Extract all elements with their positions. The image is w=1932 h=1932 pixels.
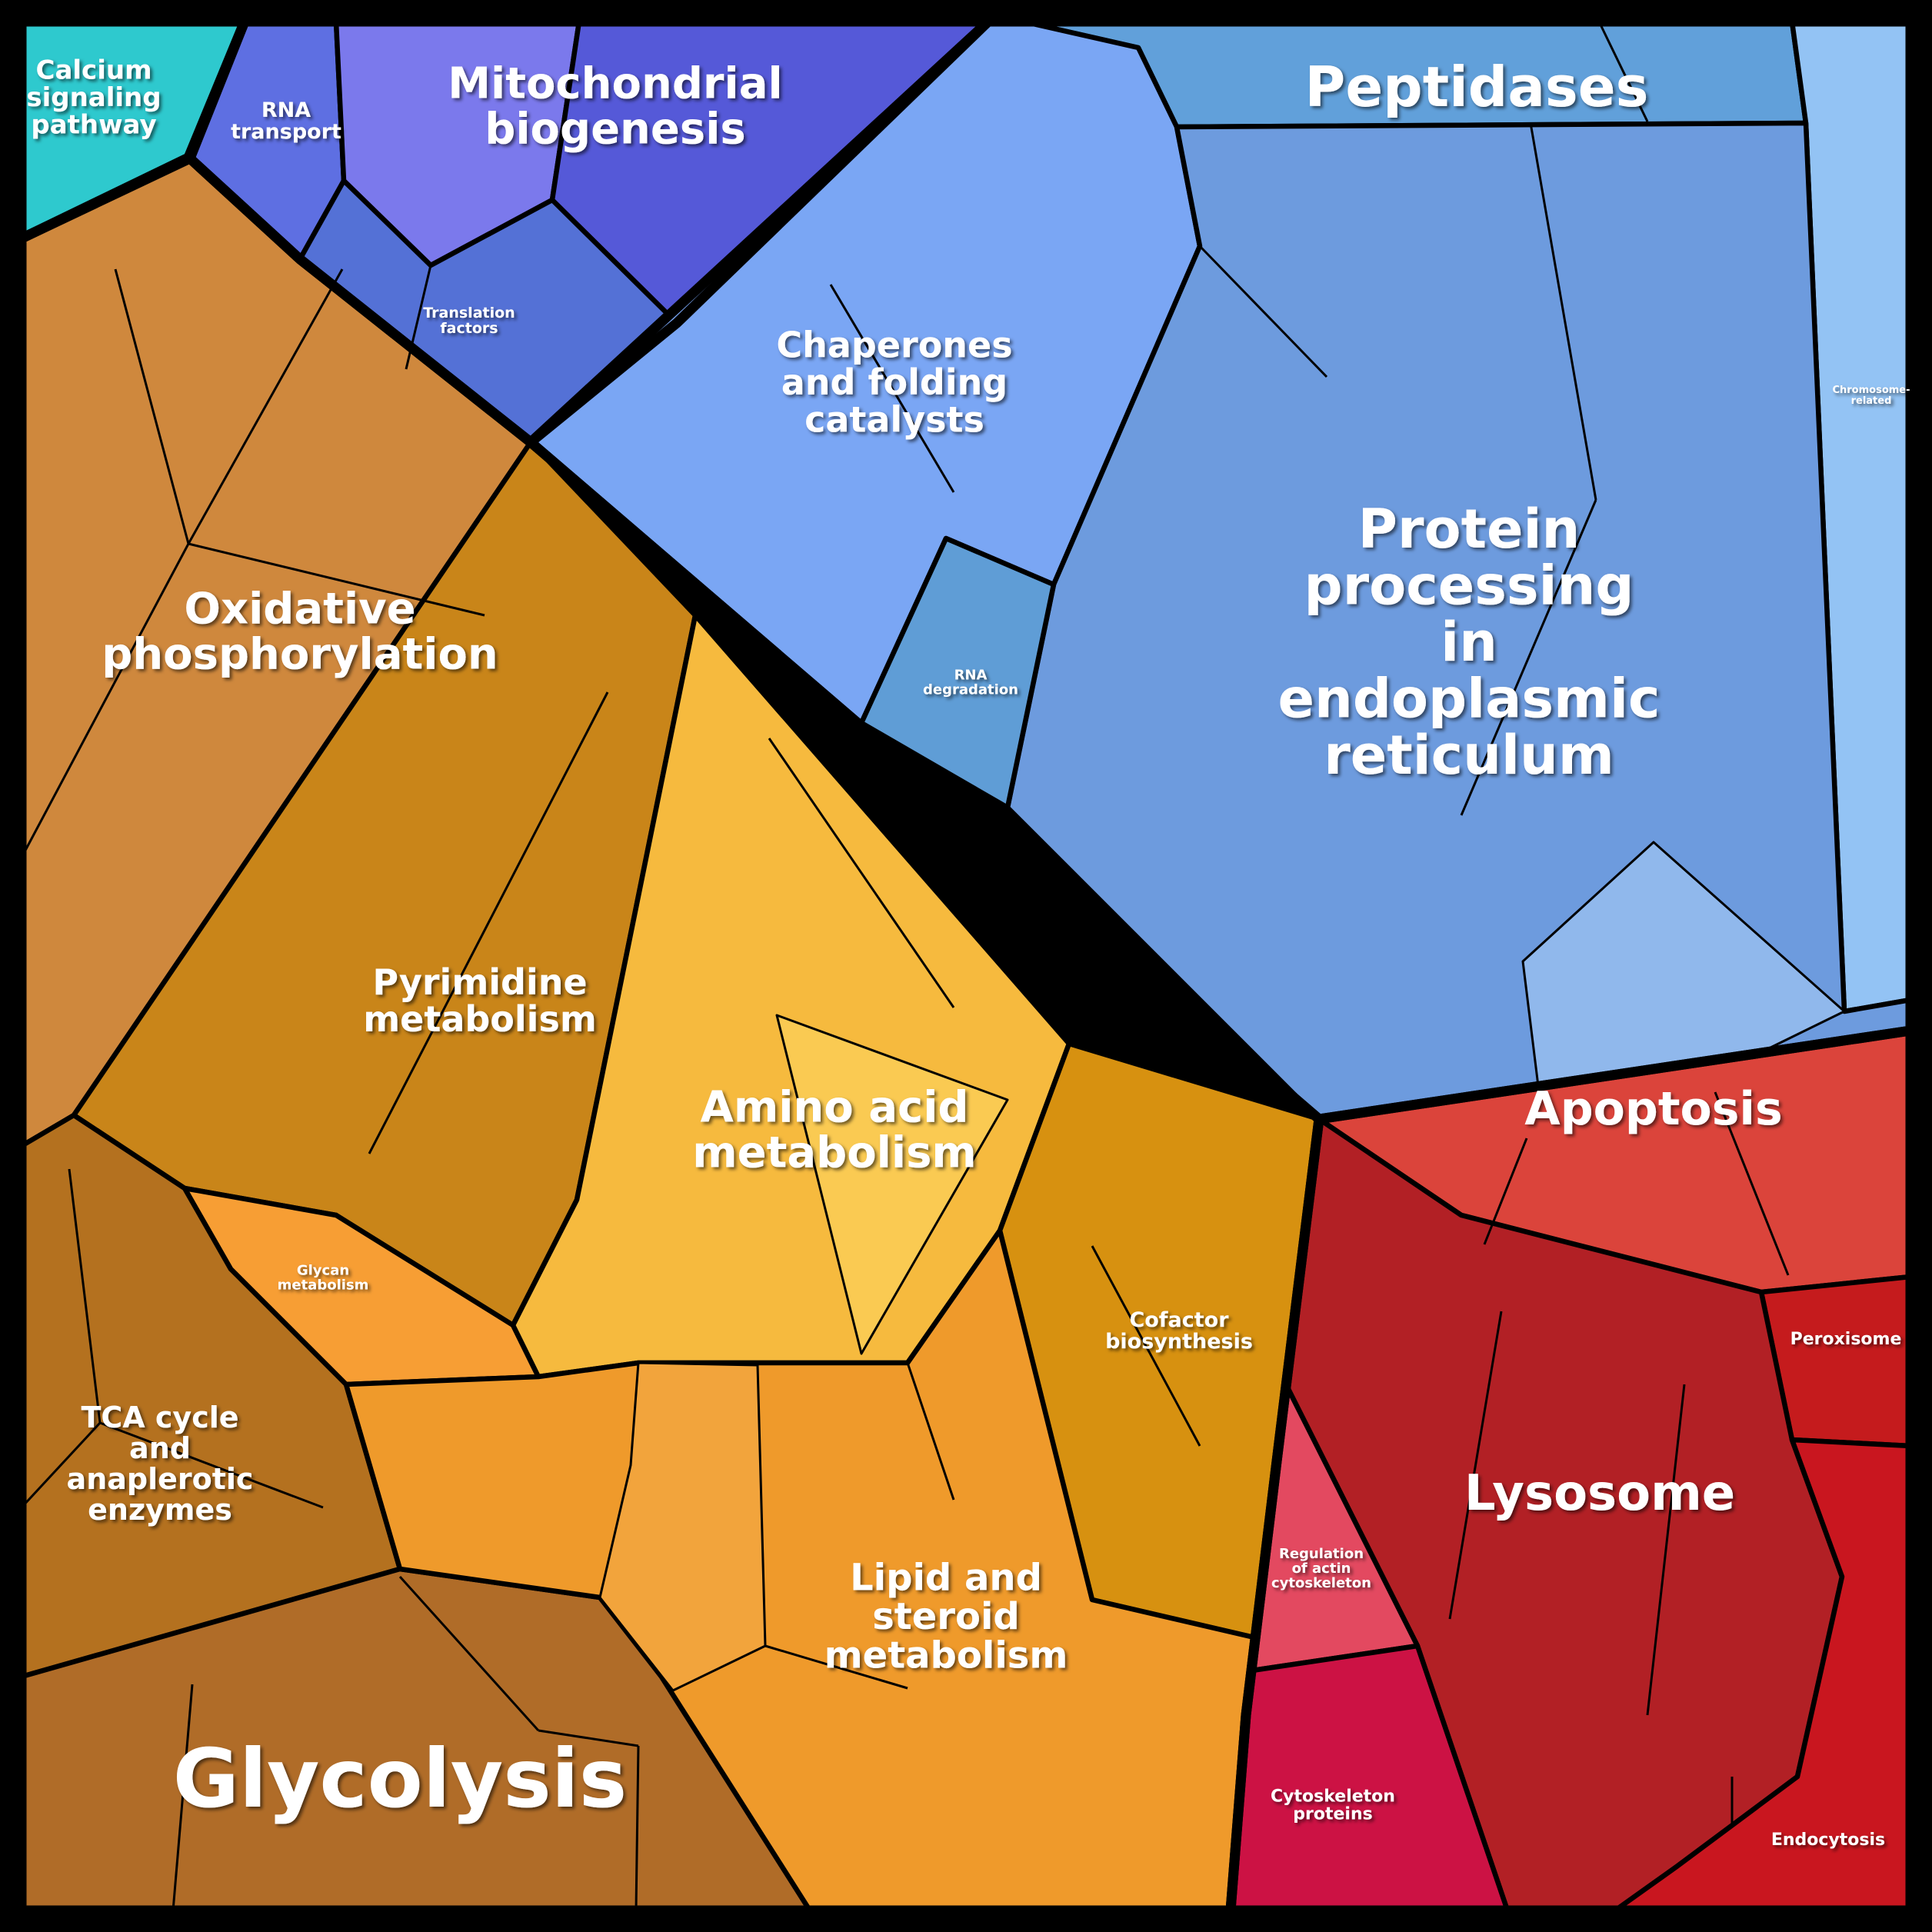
subline-lipid-and-steroid-metabolism-1 [906,1362,955,1501]
label-oxidative-phosphorylation: Oxidative phosphorylation [102,585,498,680]
subline-apoptosis-0 [1483,1138,1528,1245]
subline-pyrimidine-metabolism-0 [368,691,609,1154]
label-pyrimidine-metabolism: Pyrimidine metabolism [363,961,597,1039]
label-protein-processing-in-endoplasmic-reticulum: Protein processing in endoplasmic reticulum [1278,498,1661,787]
label-cytoskeleton-proteins: Cytoskeleton proteins [1271,1787,1395,1824]
subline-glycolysis-3 [172,1684,194,1911]
label-chromosome-related: Chromosome-related [1832,385,1910,407]
subline-peptidases-0 [1598,22,1649,122]
subline-glycolysis-2 [538,1729,639,1747]
subline-protein-processing-in-endoplasmic-reticulum-0 [1198,245,1328,378]
label-glycolysis: Glycolysis [173,1732,627,1826]
label-lipid-and-steroid-metabolism: Lipid and steroid metabolism [824,1557,1068,1677]
label-peroxisome: Peroxisome [1790,1330,1902,1349]
subline-lipid-and-steroid-metabolism-0 [764,1644,908,1690]
labels-layer: Calcium signaling pathway RNA transport Mitoc… [26,55,1910,1850]
subline-glycolysis-1 [398,1575,540,1732]
label-mitochondrial-biogenesis: Mitochondrial biogenesis [448,59,782,155]
subline-lysosome-0 [1646,1384,1686,1716]
subline-oxidative-phosphorylation-3 [20,543,190,858]
subline-cofactor-biosynthesis-0 [1091,1245,1201,1447]
subline-glycolysis-0 [635,1745,640,1911]
subline-oxidative-phosphorylation-1 [187,268,344,545]
label-amino-acid-metabolism: Amino acid metabolism [692,1083,977,1178]
subline-lysosome-1 [1448,1311,1503,1620]
subline-protein-processing-in-endoplasmic-reticulum-1 [1529,122,1597,501]
subline-oxidative-phosphorylation-0 [114,268,190,545]
subline-oxidative-phosphorylation-2 [188,542,485,617]
subcell-amino-acid-metabolism-0[interactable] [775,1014,1009,1355]
subline-apoptosis-1 [1714,1091,1790,1276]
label-glycan-metabolism: Glycan metabolism [278,1263,369,1294]
subline-protein-processing-in-endoplasmic-reticulum-2 [1460,499,1597,816]
subline-tca-cycle-and-anaplerotic-enzymes-0 [68,1168,102,1424]
subline-tca-cycle-and-anaplerotic-enzymes-1 [20,1421,102,1509]
subline-chaperones-and-folding-catalysts-0 [829,284,955,493]
label-apoptosis: Apoptosis [1524,1082,1782,1136]
label-peptidases: Peptidases [1305,55,1649,119]
label-tca-cycle-and-anaplerotic-enzymes: TCA cycle and anaplerotic enzymes [67,1401,254,1527]
label-rna-transport: RNA transport [231,98,341,143]
label-endocytosis: Endocytosis [1771,1830,1885,1850]
label-rna-degradation: RNA degradation [923,668,1018,698]
label-lysosome: Lysosome [1464,1465,1735,1522]
label-regulation-of-actin-cytoskeleton: Regulation of actin cytoskeleton [1271,1546,1371,1591]
region-rna-degradation[interactable] [858,535,1057,811]
label-cofactor-biosynthesis: Cofactor biosynthesis [1105,1307,1253,1353]
label-chaperones-and-folding-catalysts: Chaperones and folding catalysts [776,324,1012,440]
subcell-lipid-and-steroid-metabolism-0[interactable] [598,1361,767,1692]
subline-tca-cycle-and-anaplerotic-enzymes-2 [99,1421,324,1509]
label-translation-factors: Translation factors [423,305,515,337]
subline-amino-acid-metabolism-0 [768,738,955,1008]
regions-layer [18,18,1914,1914]
label-calcium-signaling-pathway: Calcium signaling pathway [26,55,161,140]
subcells-layer [20,22,1846,1911]
